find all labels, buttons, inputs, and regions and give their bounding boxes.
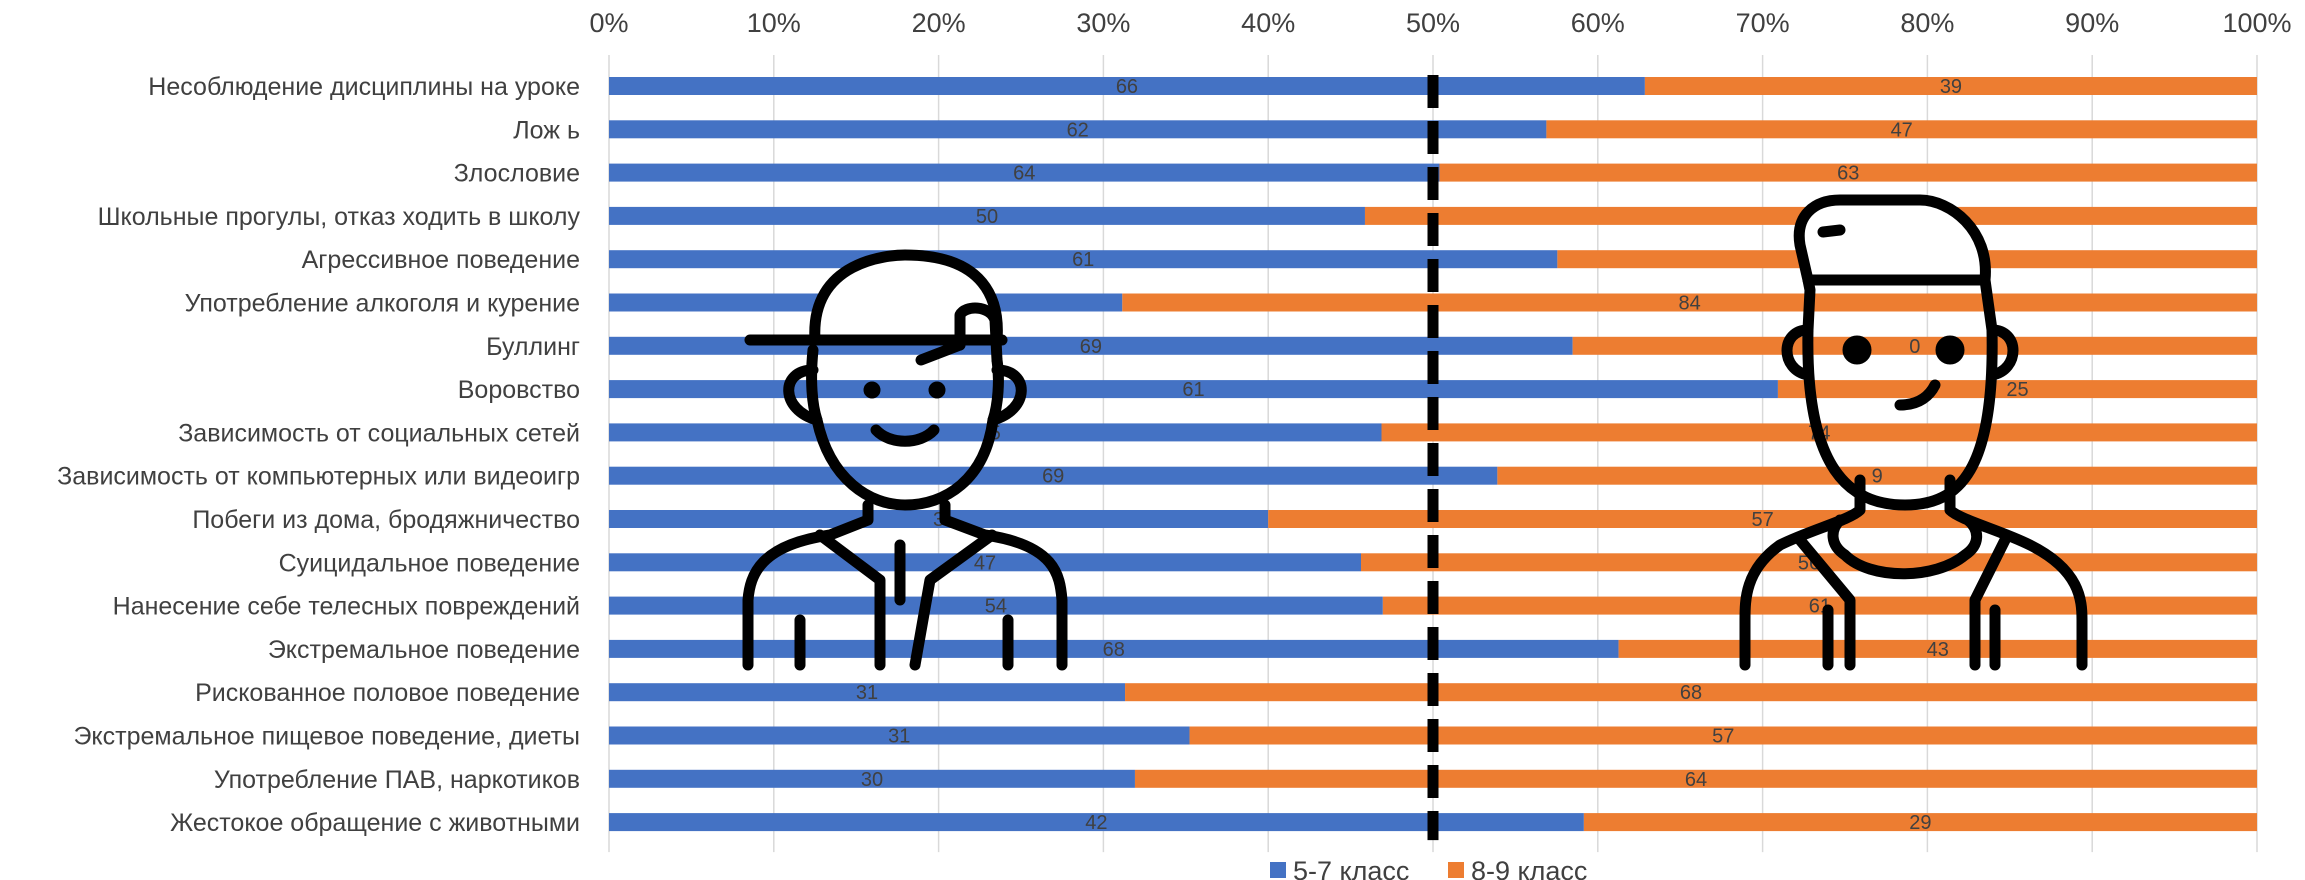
data-label-8-9: 84 [1679, 293, 1701, 315]
category-label: Жестокое обращение с животными [170, 809, 580, 837]
bar-5-7 [609, 639, 1619, 658]
data-label-8-9: 57 [1751, 509, 1773, 531]
x-tick-label: 100% [2222, 8, 2291, 38]
data-label-5-7: 42 [1085, 812, 1107, 834]
data-label-5-7: 64 [1013, 163, 1035, 185]
data-label-5-7: 31 [888, 726, 910, 748]
bar-5-7 [609, 553, 1361, 572]
bar-8-9 [1546, 120, 2257, 139]
legend-label-8-9: 8-9 класс [1471, 856, 1587, 880]
legend-swatch-5-7 [1270, 862, 1286, 878]
category-label: Школьные прогулы, отказ ходить в школу [98, 203, 581, 231]
bar-8-9 [1125, 683, 2257, 702]
bar-5-7 [609, 120, 1547, 139]
data-label-5-7: 66 [1116, 76, 1138, 98]
x-tick-label: 20% [912, 8, 966, 38]
x-tick-label: 60% [1571, 8, 1625, 38]
bar-8-9 [1361, 553, 2257, 572]
data-label-5-7: 69 [1042, 466, 1064, 488]
x-axis-ticks: 0% 10% 20% 30% 40% 50% 60% 70% 80% 90% 100% [589, 8, 2291, 38]
category-label: Употребление алкоголя и курение [185, 290, 580, 318]
data-label-8-9: 63 [1837, 163, 1859, 185]
bar-8-9 [1583, 813, 2257, 832]
bar-8-9 [1497, 466, 2257, 485]
data-label-8-9: 39 [1940, 76, 1962, 98]
bar-8-9 [1268, 510, 2257, 528]
bar-8-9 [1439, 163, 2257, 182]
legend-label-5-7: 5-7 класс [1293, 856, 1409, 880]
x-tick-label: 90% [2065, 8, 2119, 38]
category-label: Лож ь [513, 116, 580, 144]
data-label-5-7: 61 [1072, 249, 1094, 271]
data-label-8-9: 64 [1685, 769, 1707, 791]
data-label-5-7: 50 [976, 206, 998, 228]
data-label-8-9: 9 [1872, 466, 1883, 488]
data-label-8-9: 68 [1680, 682, 1702, 704]
bar-8-9 [1777, 380, 2257, 399]
bar-8-9 [1189, 726, 2257, 745]
data-labels: 6639624764635096145388469061255746993574… [855, 76, 2029, 834]
data-label-5-7: 30 [861, 769, 883, 791]
data-label-5-7: 68 [1103, 639, 1125, 661]
data-label-8-9: 57 [1712, 726, 1734, 748]
category-label: Злословие [454, 160, 580, 188]
bar-5-7 [609, 466, 1498, 485]
bar-5-7 [609, 380, 1778, 399]
category-label: Рискованное половое поведение [195, 679, 580, 707]
x-tick-label: 40% [1241, 8, 1295, 38]
bar-8-9 [1572, 336, 2257, 355]
x-tick-label: 30% [1076, 8, 1130, 38]
category-label: Зависимость от компьютерных или видеоигр [57, 463, 580, 491]
data-label-8-9: 25 [2006, 379, 2028, 401]
data-label-5-7: 54 [985, 596, 1007, 618]
category-labels: Несоблюдение дисциплины на уроке Лож ь Зло… [57, 73, 580, 837]
data-label-8-9: 0 [1909, 336, 1920, 358]
data-label-5-7: 31 [856, 682, 878, 704]
bar-5-7 [609, 250, 1558, 269]
data-label-5-7: 62 [1067, 119, 1089, 141]
bar-8-9 [1122, 293, 2257, 312]
x-tick-label: 0% [589, 8, 628, 38]
data-label-8-9: 29 [1909, 812, 1931, 834]
category-label: Побеги из дома, бродяжничество [192, 506, 580, 534]
bar-5-7 [609, 163, 1440, 182]
boy-with-cap-icon [742, 249, 1068, 671]
bar-8-9 [1134, 769, 2257, 788]
legend-swatch-8-9 [1448, 862, 1464, 878]
bar-5-7 [609, 596, 1383, 615]
x-tick-label: 80% [1900, 8, 1954, 38]
data-label-8-9: 43 [1927, 639, 1949, 661]
category-label: Зависимость от социальных сетей [178, 419, 580, 447]
data-label-5-7: 47 [974, 552, 996, 574]
bar-8-9 [1382, 596, 2257, 615]
category-label: Агрессивное поведение [302, 246, 580, 274]
bar-5-7 [609, 683, 1126, 702]
x-tick-label: 50% [1406, 8, 1460, 38]
category-label: Буллинг [486, 333, 580, 361]
data-label-5-7: 69 [1080, 336, 1102, 358]
data-label-8-9: 47 [1891, 119, 1913, 141]
x-tick-label: 70% [1736, 8, 1790, 38]
category-label: Экстремальное поведение [268, 636, 580, 664]
bar-5-7 [609, 77, 1645, 95]
x-tick-label: 10% [747, 8, 801, 38]
data-label-5-7: 61 [1182, 379, 1204, 401]
bar-5-7 [609, 206, 1365, 225]
category-label: Воровство [458, 376, 580, 404]
bar-8-9 [1644, 77, 2257, 95]
bar-5-7 [609, 813, 1584, 832]
bar-5-7 [609, 726, 1190, 745]
bar-8-9 [1618, 639, 2257, 658]
bar-5-7 [609, 510, 1269, 528]
category-label: Нанесение себе телесных повреждений [113, 593, 580, 621]
legend: 5-7 класс 8-9 класс [1270, 856, 1587, 880]
category-label: Употребление ПАВ, наркотиков [214, 766, 580, 794]
category-label: Экстремальное пищевое поведение, диеты [73, 723, 580, 751]
data-label-5-7: 3 [933, 509, 944, 531]
category-label: Несоблюдение дисциплины на уроке [148, 73, 580, 101]
boy-with-hair-icon [1739, 194, 2088, 671]
category-label: Суицидальное поведение [279, 549, 580, 577]
bar-5-7 [609, 769, 1135, 788]
